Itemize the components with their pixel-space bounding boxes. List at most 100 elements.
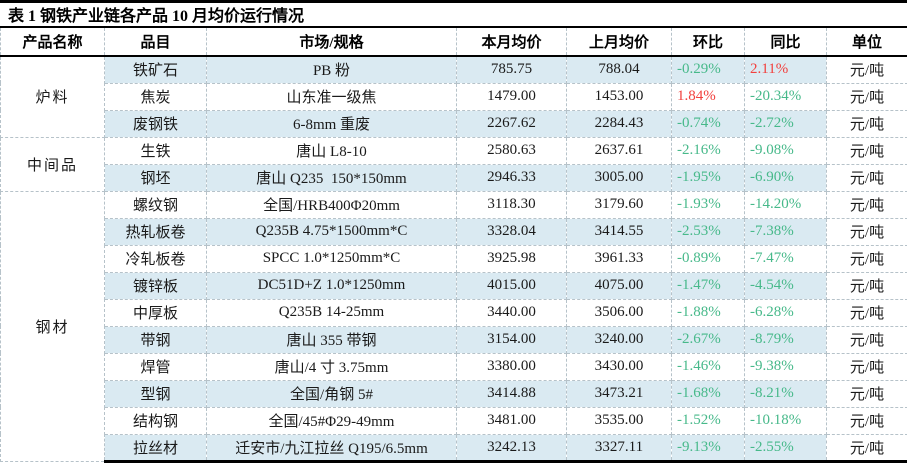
yoy-change-cell: -8.79% — [744, 325, 827, 354]
previous-price-cell: 3005.00 — [566, 163, 672, 192]
unit-cell: 元/吨 — [826, 433, 907, 463]
spec-cell: 山东准一级焦 — [206, 82, 457, 111]
table-row: 焦炭 山东准一级焦 1479.00 1453.00 1.84% -20.34% 元/吨 — [1, 82, 907, 111]
current-price-cell: 2267.62 — [456, 109, 567, 138]
previous-price-cell: 3327.11 — [566, 433, 672, 463]
mom-change-cell: -9.13% — [671, 433, 745, 463]
header-row: 产品名称 品目 市场/规格 本月均价 上月均价 环比 同比 单位 — [0, 26, 907, 57]
current-price-cell: 3154.00 — [456, 325, 567, 354]
unit-cell: 元/吨 — [826, 217, 907, 246]
unit-cell: 元/吨 — [826, 190, 907, 219]
current-price-cell: 4015.00 — [456, 271, 567, 300]
mom-change-cell: 1.84% — [671, 82, 745, 111]
table-row: 焊管 唐山/4 寸 3.75mm 3380.00 3430.00 -1.46% -9.38… — [1, 352, 907, 381]
table-row: 热轧板卷 Q235B 4.75*1500mm*C 3328.04 3414.55 -2.… — [1, 217, 907, 246]
yoy-change-cell: -10.18% — [744, 406, 827, 435]
col-header-previous-month-avg: 上月均价 — [566, 26, 672, 57]
spec-cell: 唐山/4 寸 3.75mm — [206, 352, 457, 381]
table-row: 带钢 唐山 355 带钢 3154.00 3240.00 -2.67% -8.79% 元/吨 — [1, 325, 907, 354]
table-row: 结构钢 全国/45#Φ29-49mm 3481.00 3535.00 -1.52% -10… — [1, 406, 907, 435]
mom-change-cell: -1.52% — [671, 406, 745, 435]
yoy-change-cell: -6.90% — [744, 163, 827, 192]
item-cell: 焊管 — [104, 352, 207, 381]
mom-change-cell: -1.95% — [671, 163, 745, 192]
item-cell: 冷轧板卷 — [104, 244, 207, 273]
previous-price-cell: 3473.21 — [566, 379, 672, 408]
col-header-market-spec: 市场/规格 — [206, 26, 457, 57]
item-cell: 铁矿石 — [104, 55, 207, 84]
current-price-cell: 3380.00 — [456, 352, 567, 381]
unit-cell: 元/吨 — [826, 136, 907, 165]
table-row: 冷轧板卷 SPCC 1.0*1250mm*C 3925.98 3961.33 -0.89… — [1, 244, 907, 273]
current-price-cell: 785.75 — [456, 55, 567, 84]
item-cell: 带钢 — [104, 325, 207, 354]
spec-cell: 唐山 355 带钢 — [206, 325, 457, 354]
mom-change-cell: -1.46% — [671, 352, 745, 381]
table-row: 炉料 铁矿石 PB 粉 785.75 788.04 -0.29% 2.11% 元/吨 — [0, 55, 907, 138]
mom-change-cell: -2.53% — [671, 217, 745, 246]
unit-cell: 元/吨 — [826, 379, 907, 408]
yoy-change-cell: -4.54% — [744, 271, 827, 300]
table-row: 钢坯 唐山 Q235 150*150mm 2946.33 3005.00 -1.95% -… — [1, 163, 907, 192]
item-cell: 生铁 — [104, 136, 207, 165]
yoy-change-cell: -14.20% — [744, 190, 827, 219]
spec-cell: 6-8mm 重废 — [206, 109, 457, 138]
previous-price-cell: 1453.00 — [566, 82, 672, 111]
table-row: 型钢 全国/角钢 5# 3414.88 3473.21 -1.68% -8.21% 元/吨 — [1, 379, 907, 408]
table-row: 废钢铁 6-8mm 重废 2267.62 2284.43 -0.74% -2.72% 元/吨 — [1, 109, 907, 138]
col-header-yoy: 同比 — [744, 26, 827, 57]
previous-price-cell: 3414.55 — [566, 217, 672, 246]
mom-change-cell: -1.93% — [671, 190, 745, 219]
spec-cell: Q235B 4.75*1500mm*C — [206, 217, 457, 246]
table-row: 钢材 螺纹钢 全国/HRB400Φ20mm 3118.30 3179.60 -1.93% -… — [0, 190, 907, 462]
yoy-change-cell: -9.08% — [744, 136, 827, 165]
product-group-cell: 中间品 — [0, 136, 105, 192]
current-price-cell: 1479.00 — [456, 82, 567, 111]
mom-change-cell: -1.47% — [671, 271, 745, 300]
mom-change-cell: -2.67% — [671, 325, 745, 354]
mom-change-cell: -0.29% — [671, 55, 745, 84]
item-cell: 结构钢 — [104, 406, 207, 435]
item-cell: 拉丝材 — [104, 433, 207, 463]
unit-cell: 元/吨 — [826, 325, 907, 354]
table-title: 表 1 钢铁产业链各产品 10 月均价运行情况 — [0, 0, 907, 26]
spec-cell: 唐山 L8-10 — [206, 136, 457, 165]
item-cell: 中厚板 — [104, 298, 207, 327]
item-cell: 焦炭 — [104, 82, 207, 111]
col-header-unit: 单位 — [826, 26, 907, 57]
current-price-cell: 3440.00 — [456, 298, 567, 327]
col-header-product-name: 产品名称 — [0, 26, 105, 57]
current-price-cell: 3118.30 — [456, 190, 567, 219]
item-cell: 钢坯 — [104, 163, 207, 192]
yoy-change-cell: -8.21% — [744, 379, 827, 408]
current-price-cell: 2580.63 — [456, 136, 567, 165]
previous-price-cell: 3179.60 — [566, 190, 672, 219]
yoy-change-cell: -7.38% — [744, 217, 827, 246]
col-header-mom: 环比 — [671, 26, 745, 57]
yoy-change-cell: -6.28% — [744, 298, 827, 327]
unit-cell: 元/吨 — [826, 406, 907, 435]
yoy-change-cell: -2.72% — [744, 109, 827, 138]
product-group-cell: 钢材 — [0, 190, 105, 462]
current-price-cell: 3242.13 — [456, 433, 567, 463]
item-cell: 热轧板卷 — [104, 217, 207, 246]
unit-cell: 元/吨 — [826, 163, 907, 192]
previous-price-cell: 3535.00 — [566, 406, 672, 435]
table-row: 中厚板 Q235B 14-25mm 3440.00 3506.00 -1.88% -6.2… — [1, 298, 907, 327]
previous-price-cell: 3961.33 — [566, 244, 672, 273]
mom-change-cell: -0.74% — [671, 109, 745, 138]
unit-cell: 元/吨 — [826, 298, 907, 327]
yoy-change-cell: -9.38% — [744, 352, 827, 381]
previous-price-cell: 2284.43 — [566, 109, 672, 138]
current-price-cell: 3481.00 — [456, 406, 567, 435]
table-body: 炉料 铁矿石 PB 粉 785.75 788.04 -0.29% 2.11% 元/吨 焦炭 山东准… — [0, 55, 907, 463]
mom-change-cell: -1.88% — [671, 298, 745, 327]
unit-cell: 元/吨 — [826, 82, 907, 111]
current-price-cell: 3925.98 — [456, 244, 567, 273]
unit-cell: 元/吨 — [826, 109, 907, 138]
previous-price-cell: 3506.00 — [566, 298, 672, 327]
table-row: 中间品 生铁 唐山 L8-10 2580.63 2637.61 -2.16% -9.08% 元… — [0, 136, 907, 192]
yoy-change-cell: -20.34% — [744, 82, 827, 111]
product-group-cell: 炉料 — [0, 55, 105, 138]
